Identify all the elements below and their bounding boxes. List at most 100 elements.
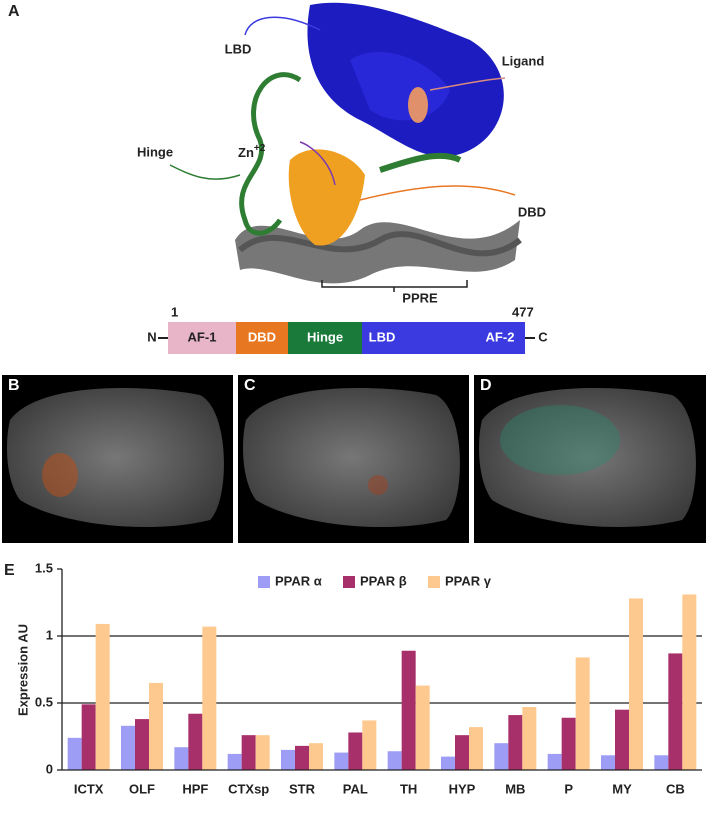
residue: 477 <box>512 304 534 319</box>
segment-label: Hinge <box>307 329 343 344</box>
bar <box>81 704 96 770</box>
x-tick-label: PAL <box>343 781 368 796</box>
terminus: C <box>538 329 548 344</box>
signal <box>368 475 388 495</box>
x-tick-label: OLF <box>129 781 155 796</box>
x-tick-label: CTXsp <box>228 781 269 796</box>
bar <box>615 709 629 770</box>
arrow <box>244 16 321 36</box>
bar <box>67 737 82 770</box>
bar <box>387 751 402 770</box>
bar <box>494 743 509 770</box>
bar <box>561 717 576 770</box>
legend-swatch <box>258 576 270 588</box>
hinge-loop <box>239 72 302 236</box>
bar <box>547 753 562 770</box>
ligand <box>408 87 428 123</box>
legend-label: PPAR α <box>275 573 322 588</box>
signal <box>42 453 78 497</box>
arrow <box>169 164 241 180</box>
label: DBD <box>518 204 546 219</box>
x-tick-label: P <box>564 781 573 796</box>
panel-letter: A <box>8 3 20 20</box>
bar <box>629 598 643 770</box>
bar <box>522 707 537 770</box>
y-tick-label: 0 <box>46 761 53 776</box>
arrow <box>359 185 516 201</box>
bar <box>174 747 189 770</box>
bar <box>575 657 590 770</box>
bar <box>668 653 683 770</box>
bar <box>188 713 203 770</box>
bar <box>682 594 697 770</box>
segment <box>168 322 236 354</box>
brain <box>7 387 224 528</box>
brain <box>243 387 460 528</box>
x-tick-label: MB <box>505 781 525 796</box>
segment-label: DBD <box>248 329 276 344</box>
legend-swatch <box>343 576 355 588</box>
x-tick-label: HPF <box>182 781 208 796</box>
legend-label: PPAR γ <box>445 573 492 588</box>
segment-label: AF-2 <box>486 329 515 344</box>
domain-bar <box>158 322 535 354</box>
bar <box>415 685 430 770</box>
bar <box>135 719 149 770</box>
bar <box>455 735 469 770</box>
bar-chart: 0 0.5 1 1.5 ICTX OLF HPF CTXsp STR PAL TH HYP MB P MY C… <box>35 560 702 796</box>
bar <box>241 735 256 770</box>
x-tick-label: ICTX <box>74 781 104 796</box>
label: Zn <box>238 145 254 160</box>
segment <box>236 322 288 354</box>
protein-structure <box>169 2 522 292</box>
x-tick-label: TH <box>400 781 417 796</box>
hinge-loop <box>379 152 462 173</box>
x-tick-label: HYP <box>449 781 476 796</box>
dbd-domain <box>288 149 365 246</box>
superscript: +2 <box>254 143 266 154</box>
dna-strand <box>238 231 522 257</box>
label: PPRE <box>402 290 438 305</box>
bar <box>348 732 363 770</box>
ppre-brace <box>321 280 468 292</box>
bar <box>281 749 295 770</box>
bar <box>295 745 309 770</box>
bar <box>508 715 523 770</box>
y-tick-label: 0.5 <box>35 694 53 709</box>
brain-image <box>2 375 706 543</box>
label: LBD <box>225 41 252 56</box>
bar <box>401 650 416 770</box>
y-axis-label: Expression AU <box>15 624 30 716</box>
brain <box>479 387 696 528</box>
label: Hinge <box>137 144 173 159</box>
bar <box>441 756 455 770</box>
y-tick-label: 1.5 <box>35 560 53 575</box>
x-tick-label: MY <box>612 781 632 796</box>
signal <box>500 405 620 475</box>
segment <box>362 322 525 354</box>
y-tick-label: 1 <box>46 627 53 642</box>
bar <box>121 725 135 770</box>
segment <box>288 322 362 354</box>
x-tick-label: CB <box>666 781 685 796</box>
legend-swatch <box>428 576 440 588</box>
bar <box>95 623 110 770</box>
segment-label: AF-1 <box>188 329 217 344</box>
bar <box>469 727 483 770</box>
panel-letter: B <box>8 377 20 394</box>
residue: 1 <box>171 304 178 319</box>
x-tick-label: STR <box>289 781 316 796</box>
segment-label: LBD <box>369 329 396 344</box>
panel-letter: D <box>480 377 492 394</box>
terminus: N <box>147 329 156 344</box>
bar <box>601 755 615 770</box>
panel-letter: E <box>4 562 15 579</box>
panel-letter: C <box>244 377 256 394</box>
bar <box>334 752 349 770</box>
bar <box>149 682 163 770</box>
bar <box>227 753 242 770</box>
legend-label: PPAR β <box>360 573 407 588</box>
bar <box>362 720 377 770</box>
